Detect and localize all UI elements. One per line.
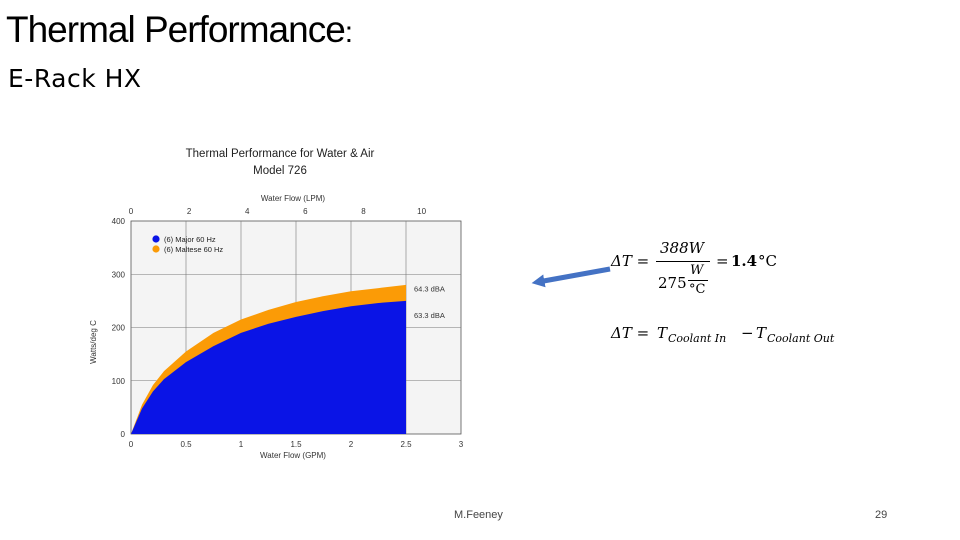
unit-fraction-bar <box>688 280 708 281</box>
legend-marker <box>152 235 160 243</box>
y-tick-label: 100 <box>112 377 126 386</box>
equation-term1: T <box>657 324 668 342</box>
slide-title-colon: : <box>344 16 354 49</box>
x-tick-label: 2.5 <box>400 440 412 449</box>
legend-label: (6) Major 60 Hz <box>164 235 216 244</box>
chart-title: Thermal Performance for Water & Air <box>186 148 375 160</box>
chart-legend: (6) Major 60 Hz(6) Maltese 60 Hz <box>152 235 223 254</box>
area-series <box>131 300 406 434</box>
x-tick-label: 1.5 <box>290 440 302 449</box>
x2-tick-label: 0 <box>129 207 134 216</box>
slide-title: Thermal Performance: <box>6 8 353 55</box>
x2-tick-label: 6 <box>303 207 308 216</box>
chart-areas <box>131 284 406 434</box>
pointer-arrow <box>531 266 611 288</box>
equation-term1-subscript: Coolant In <box>668 332 727 345</box>
equation-delta-t-lhs-2: ΔT = <box>611 324 650 342</box>
equation-denominator-unit-top: W <box>690 263 704 278</box>
legend-label: (6) Maltese 60 Hz <box>164 245 223 254</box>
equation-term2-subscript: Coolant Out <box>767 332 835 345</box>
y-tick-label: 400 <box>112 217 126 226</box>
chart-subtitle: Model 726 <box>253 165 307 177</box>
y-tick-label: 0 <box>121 430 126 439</box>
x2-tick-label: 2 <box>187 207 192 216</box>
x-tick-label: 2 <box>349 440 354 449</box>
y-axis-label: Watts/deg C <box>89 320 98 364</box>
page-number: 29 <box>875 509 888 521</box>
x-tick-label: 0.5 <box>180 440 192 449</box>
legend-marker <box>152 245 160 253</box>
annotation-label: 63.3 dBA <box>414 311 445 320</box>
x2-tick-label: 8 <box>361 207 366 216</box>
y-tick-label: 200 <box>112 324 126 333</box>
equation-denominator-value: 275 <box>658 274 687 292</box>
equation-equals: = <box>716 252 729 270</box>
equation-result-unit: °C <box>758 252 777 270</box>
y-tick-label: 300 <box>112 270 126 279</box>
x2-tick-label: 4 <box>245 207 250 216</box>
equation-denominator-unit-bottom: °C <box>689 282 706 297</box>
x-tick-label: 0 <box>129 440 134 449</box>
equation-numerator: 388W <box>660 239 705 257</box>
x-tick-label: 3 <box>459 440 464 449</box>
x-tick-label: 1 <box>239 440 244 449</box>
equation-result: 1.4 <box>731 252 758 270</box>
x2-axis-label: Water Flow (LPM) <box>261 194 325 203</box>
chart-annotations: 64.3 dBA 63.3 dBA <box>414 284 445 320</box>
equation-term2: T <box>756 324 767 342</box>
x2-tick-label: 10 <box>417 207 426 216</box>
fraction-bar <box>656 261 710 262</box>
slide-title-text: Thermal Performance <box>6 9 346 50</box>
slide-subtitle: E-Rack HX <box>8 64 142 93</box>
equation-minus: − <box>741 324 754 342</box>
footer-author: M.Feeney <box>454 509 503 521</box>
equation-delta-t-lhs-1: ΔT = <box>611 252 650 270</box>
arrow-line <box>531 266 611 288</box>
thermal-performance-chart: Thermal Performance for Water & Air Mode… <box>89 148 464 460</box>
x-axis-label: Water Flow (GPM) <box>260 451 326 460</box>
annotation-label: 64.3 dBA <box>414 284 445 293</box>
